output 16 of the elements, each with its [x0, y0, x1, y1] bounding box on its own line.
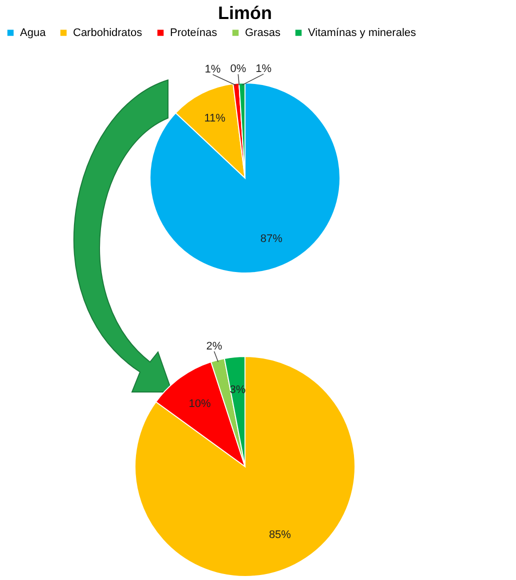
data-label: 1%	[256, 63, 272, 76]
data-label: 87%	[260, 233, 283, 246]
legend-label: Agua	[20, 26, 47, 39]
pie-slice	[134, 356, 356, 577]
chart-title: Limón	[218, 3, 272, 23]
text: 0%	[230, 63, 246, 76]
data-label: 1%	[204, 63, 221, 76]
data-label: 85%	[268, 529, 292, 542]
legend-label: Grasas	[245, 26, 281, 39]
legend-label: Proteínas	[170, 26, 218, 39]
data-label: 10%	[188, 398, 211, 410]
data-label: 11%	[204, 112, 226, 125]
legend-label: Carbohidratos	[73, 26, 143, 39]
legend-label: Vitamínas y minerales	[308, 26, 417, 39]
data-label: 2%	[206, 340, 222, 352]
pie-slice	[150, 82, 340, 274]
